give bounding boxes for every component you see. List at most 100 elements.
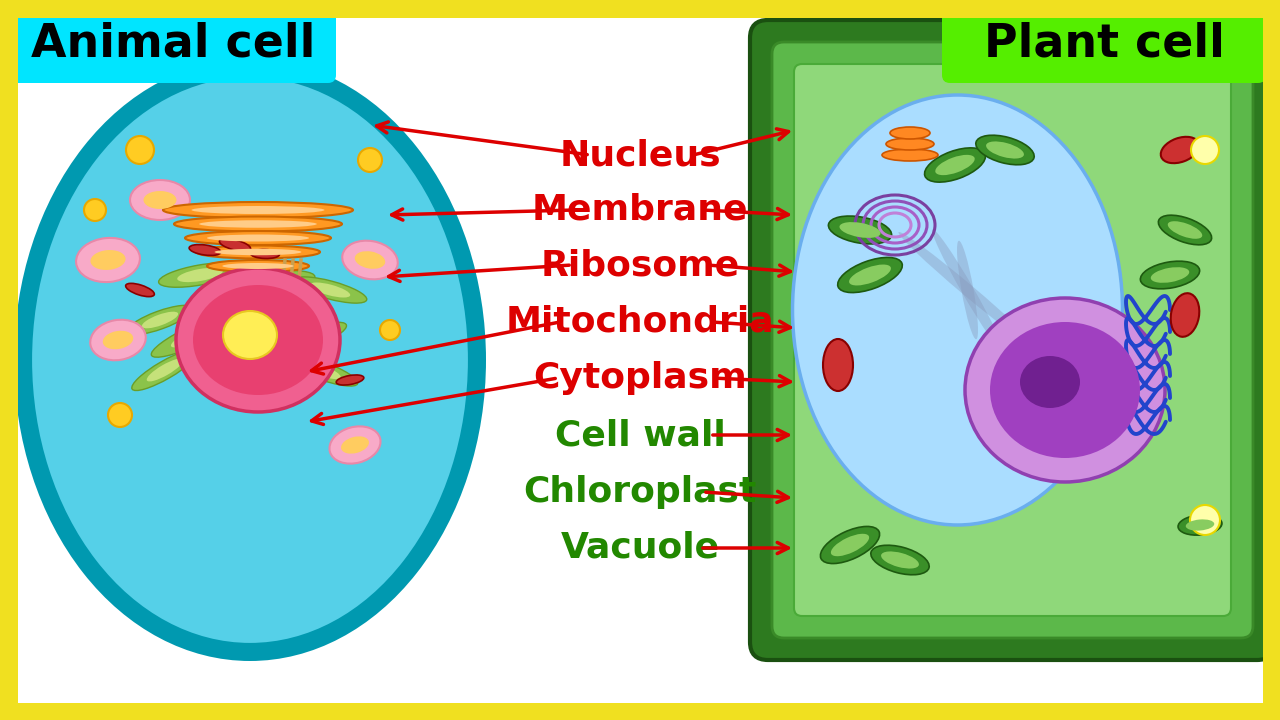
Ellipse shape xyxy=(91,250,125,270)
Ellipse shape xyxy=(193,285,323,395)
Ellipse shape xyxy=(219,239,251,251)
Ellipse shape xyxy=(223,311,276,359)
Ellipse shape xyxy=(132,349,198,390)
Ellipse shape xyxy=(192,206,325,214)
Ellipse shape xyxy=(932,229,1004,351)
Ellipse shape xyxy=(151,312,238,357)
Ellipse shape xyxy=(1167,221,1202,239)
Ellipse shape xyxy=(358,148,381,172)
Ellipse shape xyxy=(1185,519,1215,531)
Ellipse shape xyxy=(936,155,975,175)
Ellipse shape xyxy=(300,361,340,379)
Ellipse shape xyxy=(90,320,146,360)
Ellipse shape xyxy=(227,349,323,371)
Ellipse shape xyxy=(108,403,132,427)
Text: Chloroplast: Chloroplast xyxy=(524,475,756,509)
Ellipse shape xyxy=(823,339,852,391)
Ellipse shape xyxy=(965,298,1165,482)
Ellipse shape xyxy=(837,258,902,292)
FancyBboxPatch shape xyxy=(794,64,1231,616)
Ellipse shape xyxy=(196,246,320,258)
Ellipse shape xyxy=(76,238,140,282)
Ellipse shape xyxy=(283,354,357,386)
Ellipse shape xyxy=(175,289,265,320)
Text: Membrane: Membrane xyxy=(531,193,749,227)
Ellipse shape xyxy=(380,320,399,340)
Ellipse shape xyxy=(143,191,177,209)
Ellipse shape xyxy=(831,534,869,557)
Ellipse shape xyxy=(1190,136,1219,164)
Ellipse shape xyxy=(975,135,1034,165)
Ellipse shape xyxy=(177,268,340,412)
Text: Animal cell: Animal cell xyxy=(31,22,315,66)
Ellipse shape xyxy=(147,359,183,382)
Text: Vacuole: Vacuole xyxy=(561,531,719,565)
Ellipse shape xyxy=(84,199,106,221)
Ellipse shape xyxy=(1020,356,1080,408)
Ellipse shape xyxy=(820,526,879,564)
Ellipse shape xyxy=(293,277,367,303)
Ellipse shape xyxy=(125,136,154,164)
Ellipse shape xyxy=(159,263,242,287)
Ellipse shape xyxy=(188,337,292,364)
Ellipse shape xyxy=(849,264,891,285)
Ellipse shape xyxy=(29,75,470,645)
Ellipse shape xyxy=(163,202,353,218)
Ellipse shape xyxy=(236,271,315,289)
FancyBboxPatch shape xyxy=(942,5,1266,83)
Ellipse shape xyxy=(247,297,333,323)
Ellipse shape xyxy=(248,354,301,366)
Ellipse shape xyxy=(264,323,347,358)
Ellipse shape xyxy=(1161,137,1199,163)
Ellipse shape xyxy=(207,235,308,241)
Ellipse shape xyxy=(282,330,328,350)
Ellipse shape xyxy=(177,268,223,282)
FancyBboxPatch shape xyxy=(750,20,1275,660)
Ellipse shape xyxy=(989,322,1140,458)
Text: Ribosome: Ribosome xyxy=(540,248,740,282)
Ellipse shape xyxy=(882,149,938,161)
Text: Cytoplasm: Cytoplasm xyxy=(534,361,746,395)
FancyBboxPatch shape xyxy=(10,5,335,83)
Text: Nucleus: Nucleus xyxy=(559,138,721,172)
Ellipse shape xyxy=(127,305,193,335)
Ellipse shape xyxy=(840,222,881,238)
Ellipse shape xyxy=(142,312,178,328)
Ellipse shape xyxy=(899,232,1037,348)
Ellipse shape xyxy=(131,180,189,220)
Ellipse shape xyxy=(337,375,364,385)
Ellipse shape xyxy=(310,282,351,297)
Ellipse shape xyxy=(102,330,133,349)
Ellipse shape xyxy=(207,260,308,272)
Ellipse shape xyxy=(1158,215,1212,245)
FancyBboxPatch shape xyxy=(772,42,1253,638)
Ellipse shape xyxy=(886,138,934,150)
Ellipse shape xyxy=(792,95,1123,525)
Ellipse shape xyxy=(355,251,385,269)
Ellipse shape xyxy=(1140,261,1199,289)
Ellipse shape xyxy=(253,274,297,286)
Ellipse shape xyxy=(125,284,155,297)
Ellipse shape xyxy=(1151,267,1189,283)
Ellipse shape xyxy=(251,249,279,258)
Ellipse shape xyxy=(211,342,269,358)
Ellipse shape xyxy=(14,59,486,661)
Ellipse shape xyxy=(1190,505,1220,535)
Ellipse shape xyxy=(196,296,244,314)
Ellipse shape xyxy=(828,216,892,244)
Ellipse shape xyxy=(924,148,986,182)
Ellipse shape xyxy=(870,545,929,575)
Ellipse shape xyxy=(329,426,380,464)
Ellipse shape xyxy=(890,127,931,139)
Text: Mitochondria: Mitochondria xyxy=(506,305,774,339)
Ellipse shape xyxy=(200,220,317,228)
Ellipse shape xyxy=(1178,515,1222,535)
Ellipse shape xyxy=(174,217,342,232)
Ellipse shape xyxy=(223,263,293,269)
Ellipse shape xyxy=(881,552,919,569)
Ellipse shape xyxy=(215,248,301,256)
Ellipse shape xyxy=(186,231,332,245)
Text: Cell wall: Cell wall xyxy=(554,418,726,452)
Ellipse shape xyxy=(172,323,219,348)
Ellipse shape xyxy=(189,245,221,256)
